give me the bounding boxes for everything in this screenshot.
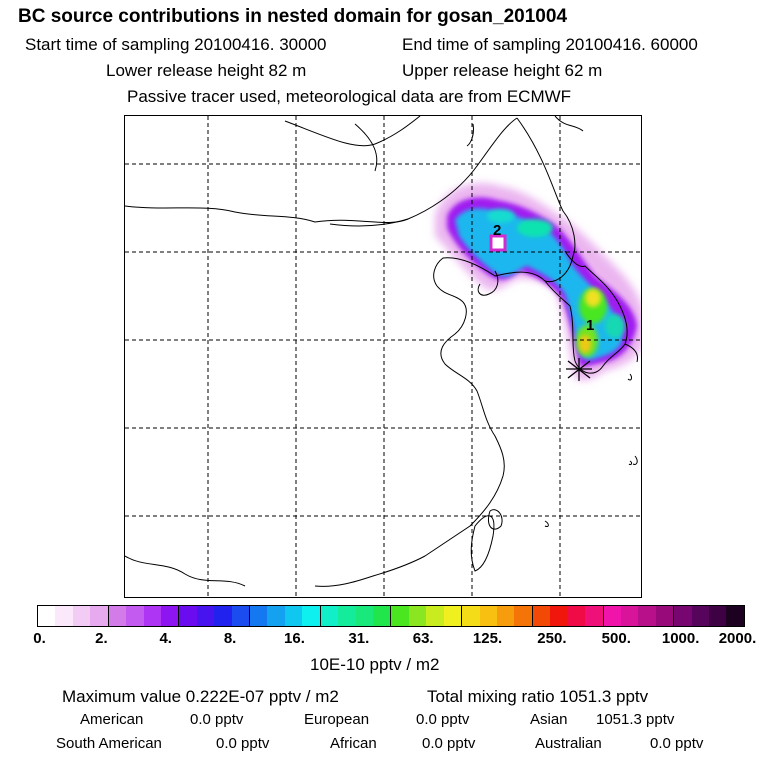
colorbar-tick-label: 0. (33, 630, 46, 647)
colorbar-segment (90, 606, 109, 626)
colorbar-segment (462, 606, 480, 626)
start-time-label: Start time of sampling 20100416. 30000 (25, 35, 327, 54)
colorbar-segment (709, 606, 727, 626)
colorbar-tick-label: 125. (472, 630, 503, 647)
tracer-note: Passive tracer used, meteorological data… (127, 87, 572, 106)
colorbar-segment (443, 606, 463, 626)
colorbar-segment (72, 606, 91, 626)
graticule (125, 116, 641, 597)
colorbar-segment (550, 606, 568, 626)
colorbar-segment (355, 606, 374, 626)
colorbar-segment (532, 606, 551, 626)
colorbar-tick-label: 63. (412, 630, 434, 647)
source-value: 0.0 pptv (190, 711, 244, 728)
colorbar-segment (567, 606, 586, 626)
colorbar-segment (373, 606, 392, 626)
colorbar-segment (408, 606, 427, 626)
colorbar-segment (496, 606, 515, 626)
colorbar-segment (284, 606, 303, 626)
source-name: South American (56, 735, 162, 752)
colorbar-segment (179, 606, 197, 626)
colorbar-segment (691, 606, 710, 626)
colorbar-tick-label: 1000. (661, 630, 700, 647)
colorbar-tick-label: 4. (159, 630, 172, 647)
plume-field (435, 183, 641, 381)
colorbar-segment (267, 606, 285, 626)
colorbar-segment (38, 606, 56, 626)
upper-release-label: Upper release height 62 m (402, 61, 603, 80)
marker-label-2: 2 (493, 222, 501, 239)
maximum-value: Maximum value 0.222E-07 pptv / m2 (62, 687, 339, 706)
colorbar-segment (620, 606, 639, 626)
colorbar-segment (603, 606, 621, 626)
colorbar (37, 605, 745, 627)
colorbar-tick-label: 16. (284, 630, 305, 647)
source-value: 0.0 pptv (216, 735, 270, 752)
colorbar-tick-label: 250. (537, 630, 567, 647)
colorbar-segment (143, 606, 161, 626)
source-value: 1051.3 pptv (596, 711, 675, 728)
colorbar-segment (585, 606, 604, 626)
source-name: American (80, 711, 144, 728)
colorbar-tick-label: 31. (348, 630, 370, 647)
colorbar-segment (160, 606, 180, 626)
colorbar-segment (338, 606, 356, 626)
map-svg: 2 1 (125, 116, 641, 597)
colorbar-segment (250, 606, 268, 626)
source-name: African (330, 735, 377, 752)
source-name: Australian (535, 735, 602, 752)
colorbar-segment (426, 606, 444, 626)
end-time-label: End time of sampling 20100416. 60000 (402, 35, 698, 54)
total-mixing-ratio: Total mixing ratio 1051.3 pptv (427, 687, 649, 706)
source-value: 0.0 pptv (422, 735, 476, 752)
coastlines (125, 116, 638, 587)
colorbar-segment (302, 606, 321, 626)
colorbar-segment (479, 606, 497, 626)
colorbar-segment (108, 606, 127, 626)
colorbar-segment (674, 606, 692, 626)
source-name: European (304, 711, 370, 728)
source-value: 0.0 pptv (416, 711, 470, 728)
colorbar-tick-label: 2. (95, 630, 108, 647)
colorbar-segment (655, 606, 675, 626)
receptor-star-icon (566, 358, 592, 381)
colorbar-segment (214, 606, 232, 626)
source-value: 0.0 pptv (650, 735, 704, 752)
colorbar-segment (726, 606, 744, 626)
colorbar-segment (391, 606, 409, 626)
colorbar-segment (126, 606, 144, 626)
source-name: Asian (530, 711, 568, 728)
colorbar-segment (231, 606, 251, 626)
colorbar-unit: 10E-10 pptv / m2 (310, 655, 440, 674)
colorbar-segment (638, 606, 656, 626)
colorbar-tick-label: 8. (223, 630, 237, 647)
colorbar-tick-label: 500. (601, 630, 631, 647)
colorbar-segment (320, 606, 339, 626)
map-panel: 2 1 (124, 115, 642, 598)
release-box-icon (489, 234, 507, 252)
marker-label-1: 1 (586, 317, 594, 334)
colorbar-tick-label: 2000. (718, 630, 757, 647)
colorbar-segment (196, 606, 215, 626)
colorbar-segment (514, 606, 533, 626)
lower-release-label: Lower release height 82 m (106, 61, 307, 80)
colorbar-segment (55, 606, 73, 626)
chart-title: BC source contributions in nested domain… (18, 6, 568, 27)
